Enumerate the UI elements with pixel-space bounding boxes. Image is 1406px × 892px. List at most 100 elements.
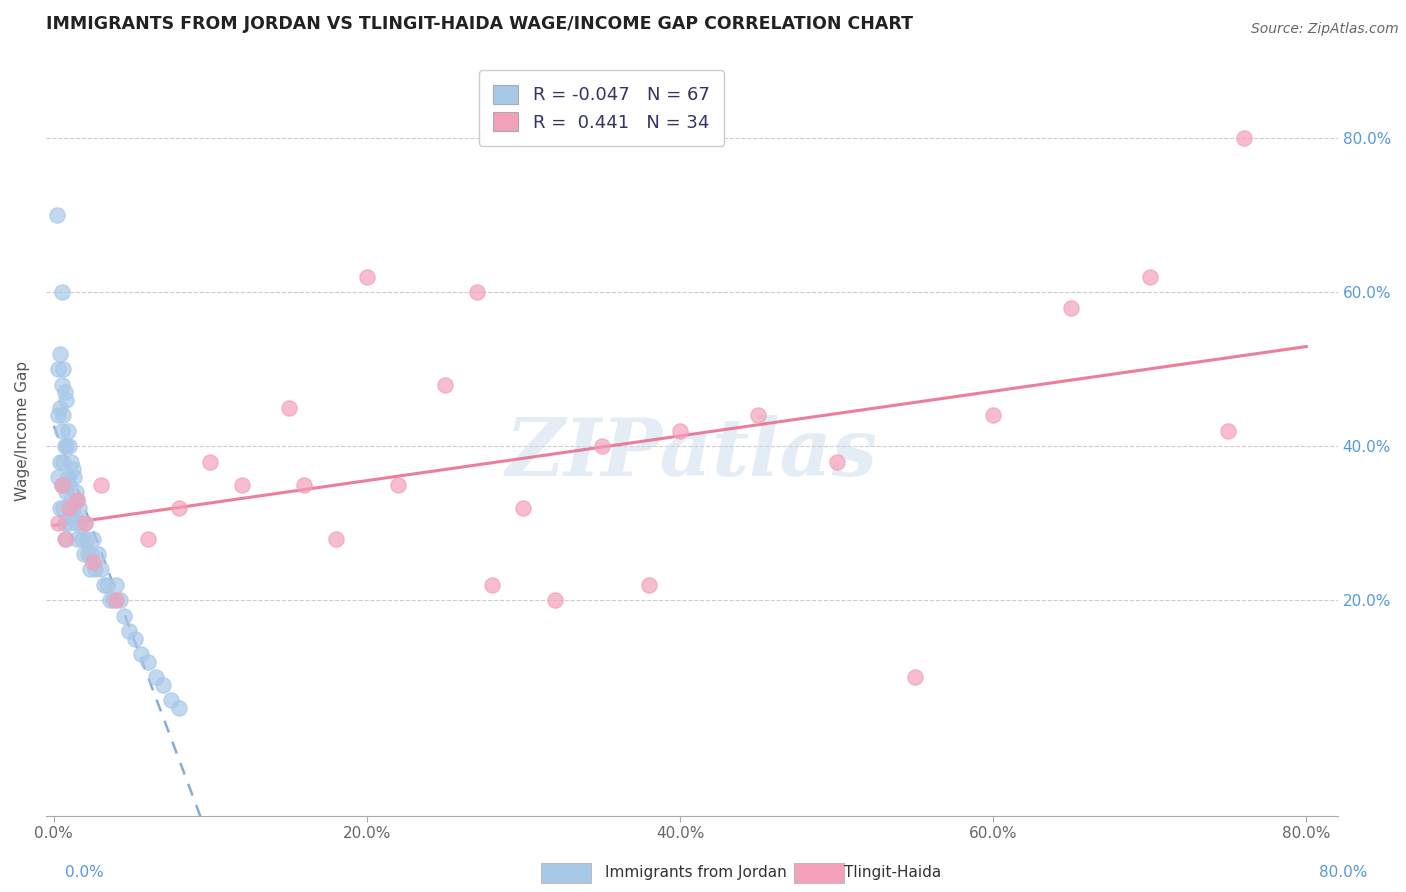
Point bbox=[51, 424, 73, 438]
Point bbox=[53, 477, 76, 491]
Point bbox=[63, 470, 86, 484]
Point bbox=[51, 477, 73, 491]
Point bbox=[48, 470, 70, 484]
Point bbox=[60, 493, 83, 508]
Point bbox=[124, 632, 146, 646]
Point bbox=[98, 593, 121, 607]
Point bbox=[49, 401, 72, 415]
Point bbox=[231, 477, 253, 491]
Point bbox=[75, 516, 97, 531]
Point bbox=[55, 392, 77, 407]
Point bbox=[66, 493, 89, 508]
Point bbox=[58, 516, 80, 531]
Point bbox=[82, 555, 104, 569]
Point bbox=[90, 562, 112, 576]
Point bbox=[58, 500, 80, 515]
Point bbox=[747, 409, 769, 423]
Point bbox=[56, 470, 79, 484]
Text: IMMIGRANTS FROM JORDAN VS TLINGIT-HAIDA WAGE/INCOME GAP CORRELATION CHART: IMMIGRANTS FROM JORDAN VS TLINGIT-HAIDA … bbox=[46, 15, 912, 33]
Point bbox=[292, 477, 315, 491]
Point bbox=[160, 693, 183, 707]
Point bbox=[325, 532, 347, 546]
Point bbox=[77, 547, 100, 561]
Point bbox=[49, 347, 72, 361]
Text: 80.0%: 80.0% bbox=[1319, 865, 1367, 880]
Text: ZIPatlas: ZIPatlas bbox=[506, 415, 877, 492]
Point bbox=[66, 532, 89, 546]
Point bbox=[55, 485, 77, 500]
Point bbox=[1216, 424, 1239, 438]
Point bbox=[60, 454, 83, 468]
Point bbox=[136, 655, 159, 669]
Point bbox=[55, 532, 77, 546]
Point bbox=[387, 477, 409, 491]
Point bbox=[52, 500, 75, 515]
Point bbox=[90, 477, 112, 491]
Point bbox=[904, 670, 927, 684]
Point bbox=[136, 532, 159, 546]
Point bbox=[356, 269, 378, 284]
Point bbox=[48, 409, 70, 423]
Point bbox=[825, 454, 848, 468]
Text: Source: ZipAtlas.com: Source: ZipAtlas.com bbox=[1251, 22, 1399, 37]
Point bbox=[637, 578, 659, 592]
Point bbox=[53, 385, 76, 400]
Point bbox=[669, 424, 692, 438]
Legend: R = -0.047   N = 67, R =  0.441   N = 34: R = -0.047 N = 67, R = 0.441 N = 34 bbox=[478, 70, 724, 146]
Point bbox=[69, 516, 91, 531]
Point bbox=[63, 508, 86, 523]
Point bbox=[1233, 131, 1256, 145]
Point bbox=[80, 547, 103, 561]
Point bbox=[145, 670, 167, 684]
Point bbox=[167, 701, 190, 715]
Point bbox=[118, 624, 141, 638]
Point bbox=[83, 562, 105, 576]
Point bbox=[53, 532, 76, 546]
Point bbox=[66, 493, 89, 508]
Point bbox=[93, 578, 115, 592]
Point bbox=[131, 647, 153, 661]
Point bbox=[56, 424, 79, 438]
Point bbox=[981, 409, 1004, 423]
Point bbox=[86, 547, 108, 561]
Point bbox=[55, 439, 77, 453]
Point bbox=[96, 578, 118, 592]
Point bbox=[65, 485, 87, 500]
Point bbox=[62, 462, 84, 476]
Point bbox=[591, 439, 613, 453]
Text: Immigrants from Jordan: Immigrants from Jordan bbox=[605, 865, 786, 880]
Point bbox=[62, 500, 84, 515]
Point bbox=[51, 377, 73, 392]
Point bbox=[167, 500, 190, 515]
Point bbox=[48, 362, 70, 376]
Point bbox=[51, 477, 73, 491]
Point bbox=[1060, 301, 1083, 315]
Point bbox=[152, 678, 174, 692]
Point bbox=[65, 516, 87, 531]
Point bbox=[72, 547, 94, 561]
Point bbox=[108, 593, 131, 607]
Point bbox=[277, 401, 299, 415]
Point bbox=[103, 593, 125, 607]
Point bbox=[52, 409, 75, 423]
Point bbox=[200, 454, 222, 468]
Point bbox=[49, 500, 72, 515]
Text: 0.0%: 0.0% bbox=[65, 865, 104, 880]
Point bbox=[45, 208, 67, 222]
Point bbox=[67, 500, 90, 515]
Point bbox=[53, 439, 76, 453]
Point bbox=[82, 532, 104, 546]
Point bbox=[465, 285, 488, 300]
Point bbox=[79, 562, 101, 576]
Point bbox=[51, 285, 73, 300]
Point bbox=[75, 516, 97, 531]
Y-axis label: Wage/Income Gap: Wage/Income Gap bbox=[15, 360, 30, 500]
Point bbox=[70, 532, 93, 546]
Point bbox=[112, 608, 135, 623]
Point bbox=[481, 578, 503, 592]
Text: Tlingit-Haida: Tlingit-Haida bbox=[844, 865, 941, 880]
Point bbox=[58, 439, 80, 453]
Point bbox=[544, 593, 567, 607]
Point bbox=[105, 593, 128, 607]
Point bbox=[58, 477, 80, 491]
